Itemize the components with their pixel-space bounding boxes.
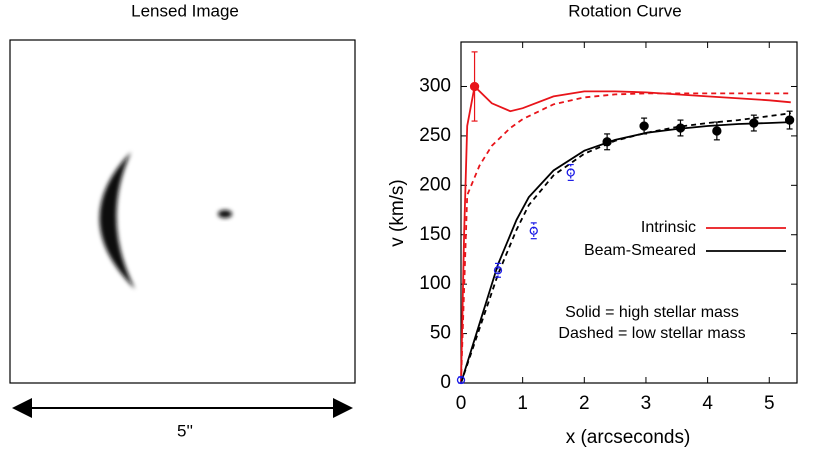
image-frame — [9, 39, 356, 384]
data-point — [749, 118, 759, 128]
y-tick-label: 0 — [440, 372, 451, 393]
x-tick-label: 2 — [579, 393, 590, 414]
data-point — [493, 266, 503, 275]
y-tick-label: 50 — [430, 323, 451, 344]
x-axis-label: x (arcseconds) — [566, 427, 691, 448]
annotation: Dashed = low stellar mass — [558, 325, 745, 342]
data-point — [639, 121, 649, 131]
annotation: Solid = high stellar mass — [565, 304, 739, 321]
image-title: Lensed Image — [131, 1, 239, 20]
scale-label: 5'' — [177, 421, 193, 440]
data-point — [456, 375, 466, 385]
plot-frame — [460, 41, 798, 384]
chart-title: Rotation Curve — [568, 1, 681, 20]
x-tick-label: 3 — [641, 393, 652, 414]
x-tick-label: 5 — [764, 393, 775, 414]
data-point — [602, 137, 612, 147]
y-axis-label: v (km/s) — [387, 179, 408, 247]
data-point — [675, 123, 686, 133]
legend-label: Intrinsic — [641, 219, 696, 236]
y-tick-label: 100 — [419, 273, 451, 294]
data-point — [566, 168, 575, 177]
lensed-counter-image — [218, 210, 232, 218]
data-point — [712, 126, 722, 136]
data-point — [529, 226, 538, 235]
y-tick-label: 150 — [419, 224, 451, 245]
data-point — [469, 81, 480, 92]
y-tick-label: 300 — [419, 75, 451, 96]
y-tick-label: 200 — [419, 174, 451, 195]
legend-label: Beam-Smeared — [584, 242, 696, 259]
x-tick-label: 4 — [702, 393, 713, 414]
data-point — [784, 115, 795, 125]
series-line — [460, 92, 791, 384]
x-tick-label: 0 — [456, 393, 467, 414]
x-tick-label: 1 — [517, 393, 528, 414]
y-tick-label: 250 — [419, 125, 451, 146]
series-line — [460, 84, 791, 384]
series-line — [460, 112, 791, 384]
series-line — [460, 121, 791, 384]
lensed-arc — [99, 152, 135, 289]
